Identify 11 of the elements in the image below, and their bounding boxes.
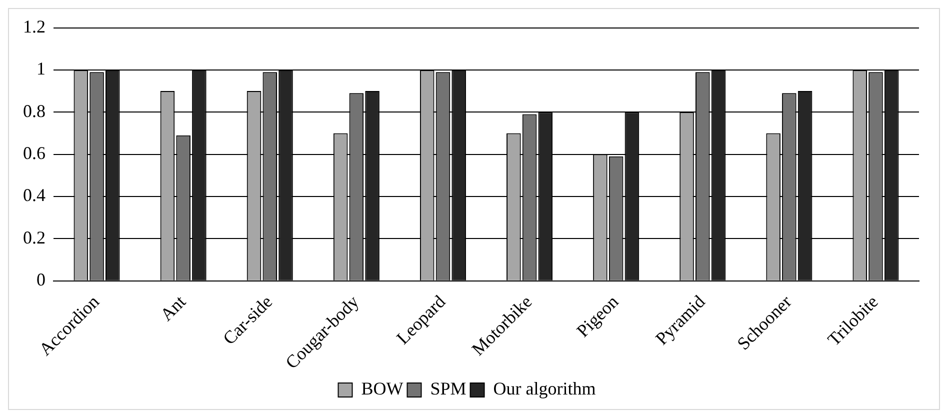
legend-label: BOW bbox=[361, 378, 404, 399]
legend-label: SPM bbox=[430, 378, 466, 399]
legend-label: Our algorithm bbox=[493, 378, 596, 399]
y-tick-label: 1.2 bbox=[23, 16, 46, 37]
y-tick-label: 0.4 bbox=[23, 185, 46, 206]
y-tick-label: 0.8 bbox=[23, 100, 46, 121]
y-tick-label: 1 bbox=[36, 58, 46, 79]
y-tick-label: 0.6 bbox=[23, 143, 46, 164]
x-tick-label: Ant bbox=[156, 291, 190, 325]
y-tick-label: 0 bbox=[36, 270, 46, 290]
y-tick-label: 0.2 bbox=[23, 227, 46, 248]
